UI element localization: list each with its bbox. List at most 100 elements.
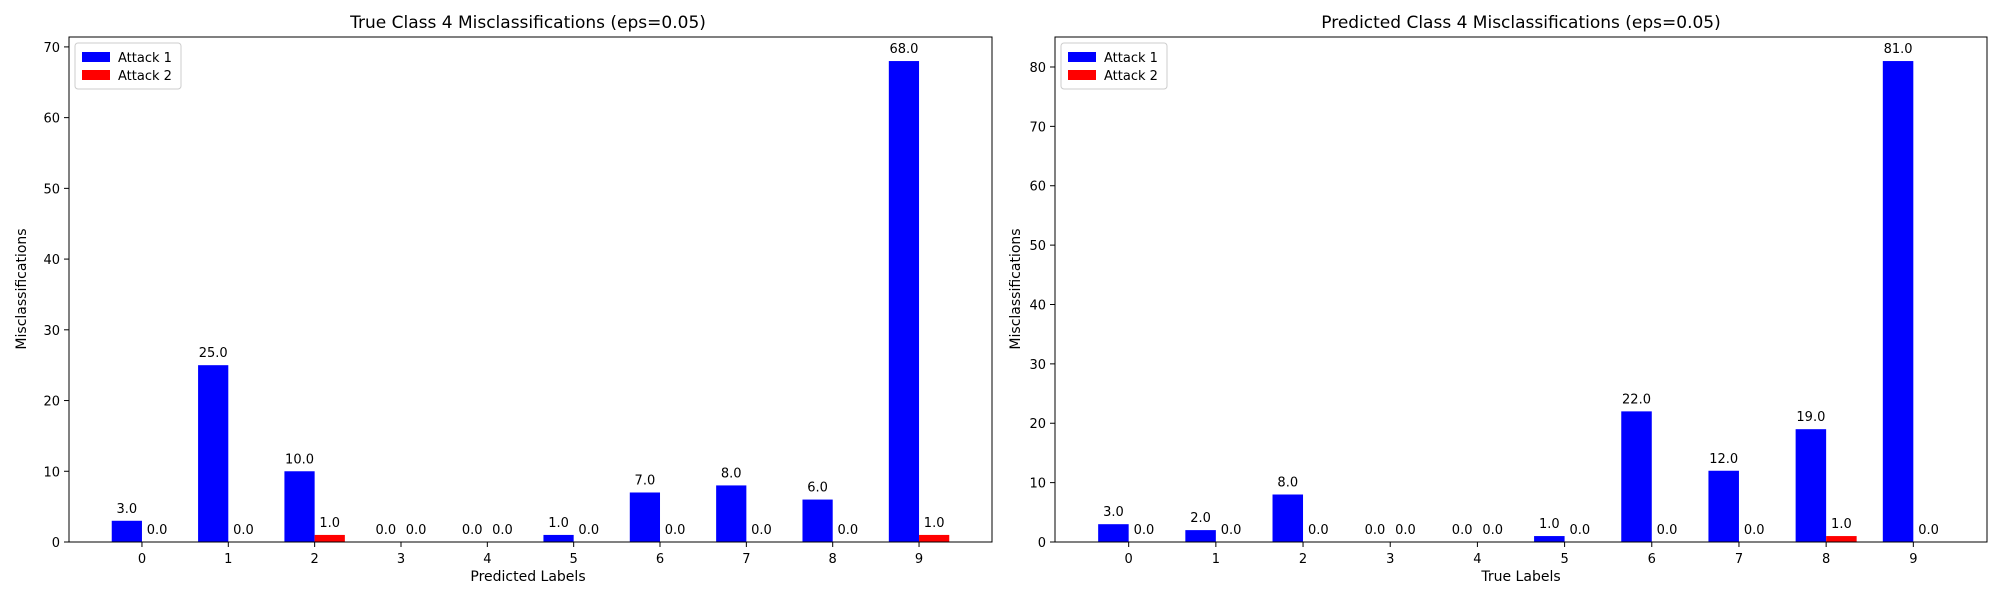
- bar-value-label: 1.0: [548, 516, 569, 531]
- bar-value-label: 6.0: [807, 481, 828, 496]
- bar-value-label: 0.0: [1452, 523, 1473, 538]
- x-tick-label: 0: [1125, 552, 1133, 567]
- x-tick-label: 7: [1735, 552, 1743, 567]
- y-tick-label: 70: [43, 41, 60, 56]
- legend-label-1: Attack 1: [118, 51, 172, 66]
- legend-swatch-1: [1068, 52, 1096, 62]
- bar-attack-1-2: [284, 471, 315, 542]
- y-tick-label: 70: [1029, 120, 1046, 135]
- bar-attack-1-0: [111, 520, 142, 542]
- chart-title: True Class 4 Misclassifications (eps=0.0…: [349, 13, 706, 33]
- bar-attack-1-9: [888, 61, 920, 543]
- x-tick-label: 6: [656, 552, 664, 567]
- bar-value-label: 0.0: [1221, 523, 1242, 538]
- x-tick-label: 6: [1648, 552, 1656, 567]
- y-axis-label: Misclassifications: [1008, 228, 1024, 349]
- bar-attack-1-8: [1795, 429, 1827, 542]
- chart-predicted-class-4: Predicted Class 4 Misclassifications (ep…: [1008, 13, 1988, 585]
- x-axis-label: True Labels: [1480, 569, 1560, 585]
- y-tick-label: 30: [43, 324, 60, 339]
- bar-attack-1-1: [1185, 530, 1216, 542]
- y-tick-label: 50: [1029, 239, 1046, 254]
- bar-value-label: 0.0: [233, 523, 254, 538]
- bar-value-label: 19.0: [1796, 410, 1825, 425]
- x-tick-label: 7: [742, 552, 750, 567]
- bar-attack-1-0: [1098, 524, 1129, 542]
- legend-swatch-2: [82, 70, 110, 80]
- bar-value-label: 3.0: [1103, 505, 1124, 520]
- bar-attack-1-6: [1621, 411, 1652, 542]
- bar-value-label: 2.0: [1190, 511, 1211, 526]
- bar-value-label: 0.0: [492, 523, 513, 538]
- x-tick-label: 8: [1822, 552, 1830, 567]
- x-tick-label: 4: [483, 552, 491, 567]
- bar-value-label: 0.0: [376, 523, 397, 538]
- bar-value-label: 1.0: [1539, 517, 1560, 532]
- bar-value-label: 0.0: [1570, 523, 1591, 538]
- bar-value-label: 12.0: [1709, 452, 1738, 467]
- y-tick-label: 10: [1029, 477, 1046, 492]
- bar-attack-1-1: [198, 365, 229, 542]
- y-tick-label: 80: [1029, 61, 1046, 76]
- x-tick-label: 0: [138, 552, 146, 567]
- legend: Attack 1 Attack 2: [1060, 42, 1168, 90]
- x-tick-label: 2: [311, 552, 319, 567]
- x-tick-label: 4: [1473, 552, 1481, 567]
- bar-value-label: 0.0: [1482, 523, 1503, 538]
- y-axis-label: Misclassifications: [14, 228, 30, 349]
- x-tick-label: 3: [397, 552, 405, 567]
- x-axis-label: Predicted Labels: [470, 569, 585, 585]
- bar-value-label: 0.0: [1918, 523, 1939, 538]
- legend: Attack 1 Attack 2: [74, 42, 182, 90]
- legend-label-2: Attack 2: [118, 69, 172, 84]
- x-tick-label: 1: [224, 552, 232, 567]
- plot-frame: [1054, 36, 1988, 543]
- bar-attack-1-8: [802, 499, 833, 542]
- plot-frame: [68, 36, 993, 543]
- x-tick-label: 9: [915, 552, 923, 567]
- bar-value-label: 7.0: [635, 473, 656, 488]
- y-tick-label: 20: [1029, 417, 1046, 432]
- x-tick-label: 5: [570, 552, 578, 567]
- bar-value-label: 25.0: [199, 346, 228, 361]
- bar-value-label: 8.0: [1277, 476, 1298, 491]
- bar-attack-2-9: [919, 534, 950, 542]
- bar-value-label: 0.0: [147, 523, 168, 538]
- y-tick-label: 60: [1029, 180, 1046, 195]
- x-tick-label: 5: [1560, 552, 1568, 567]
- bar-attack-2-8: [1826, 536, 1857, 542]
- bar-value-label: 0.0: [665, 523, 686, 538]
- y-tick-label: 0: [1038, 536, 1046, 551]
- legend-swatch-1: [82, 52, 110, 62]
- bar-value-label: 0.0: [751, 523, 772, 538]
- x-tick-label: 8: [829, 552, 837, 567]
- y-tick-label: 10: [43, 465, 60, 480]
- bar-value-label: 1.0: [1831, 517, 1852, 532]
- bar-value-label: 0.0: [1744, 523, 1765, 538]
- bar-value-label: 0.0: [1365, 523, 1386, 538]
- legend-label-2: Attack 2: [1104, 69, 1158, 84]
- bar-value-label: 0.0: [1134, 523, 1155, 538]
- x-tick-label: 9: [1909, 552, 1917, 567]
- bar-attack-2-2: [314, 534, 345, 542]
- bar-value-label: 0.0: [1308, 523, 1329, 538]
- bar-value-label: 0.0: [462, 523, 483, 538]
- x-tick-label: 2: [1299, 552, 1307, 567]
- bar-attack-1-7: [716, 485, 747, 542]
- bar-value-label: 1.0: [924, 516, 945, 531]
- x-tick-label: 1: [1212, 552, 1220, 567]
- chart-true-class-4: True Class 4 Misclassifications (eps=0.0…: [14, 13, 993, 585]
- bar-attack-1-7: [1708, 470, 1739, 542]
- bar-value-label: 0.0: [1395, 523, 1416, 538]
- chart-title: Predicted Class 4 Misclassifications (ep…: [1321, 13, 1721, 33]
- bar-value-label: 1.0: [319, 516, 340, 531]
- y-tick-label: 40: [43, 253, 60, 268]
- bar-value-label: 0.0: [578, 523, 599, 538]
- bar-attack-1-2: [1272, 494, 1304, 542]
- y-tick-label: 0: [52, 536, 60, 551]
- bar-value-label: 0.0: [837, 523, 858, 538]
- y-tick-label: 20: [43, 395, 60, 410]
- bar-value-label: 8.0: [721, 466, 742, 481]
- bar-value-label: 68.0: [889, 42, 918, 57]
